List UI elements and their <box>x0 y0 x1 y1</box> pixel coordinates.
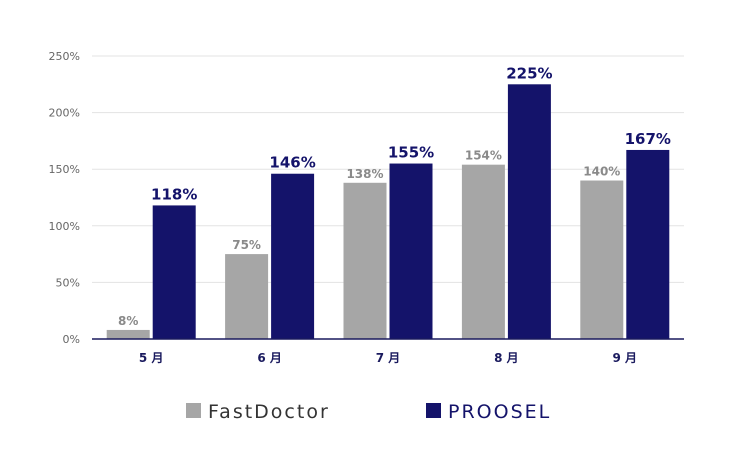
data-label-proosel: 167% <box>625 130 671 148</box>
bar-proosel <box>152 205 196 339</box>
x-tick-label: 6 月 <box>257 351 282 365</box>
data-label-proosel: 118% <box>151 185 197 203</box>
bar-fastdoctor <box>225 254 269 339</box>
legend-label-fastdoctor: FastDoctor <box>208 401 330 423</box>
x-tick-label: 8 月 <box>494 351 519 365</box>
y-tick-label: 100% <box>49 220 80 233</box>
data-label-fastdoctor: 140% <box>583 165 620 179</box>
y-axis-ticks: 0% 50% 100% 150% 200% 250% <box>49 50 80 346</box>
bar-proosel <box>389 163 433 339</box>
data-label-fastdoctor: 154% <box>465 149 502 163</box>
data-label-fastdoctor: 138% <box>346 167 383 181</box>
legend: FastDoctor PROOSEL <box>186 401 551 423</box>
legend-swatch-proosel <box>426 403 441 418</box>
legend-label-proosel: PROOSEL <box>448 401 551 423</box>
data-label-proosel: 225% <box>506 64 552 82</box>
x-tick-label: 5 月 <box>139 351 164 365</box>
y-tick-label: 200% <box>49 107 80 120</box>
bars <box>106 84 670 339</box>
bar-fastdoctor <box>461 164 505 339</box>
bar-fastdoctor <box>343 182 387 339</box>
x-tick-label: 7 月 <box>376 351 401 365</box>
bar-fastdoctor <box>106 329 150 339</box>
x-axis-ticks: 5 月 6 月 7 月 8 月 9 月 <box>139 351 637 365</box>
data-label-fastdoctor: 8% <box>118 314 138 328</box>
data-label-fastdoctor: 75% <box>232 238 261 252</box>
bar-proosel <box>271 173 315 339</box>
x-tick-label: 9 月 <box>613 351 638 365</box>
y-tick-label: 150% <box>49 163 80 176</box>
data-labels: 8% 118% 75% 146% 138% 155% 154% 225% 140% 167% <box>118 64 671 328</box>
y-tick-label: 250% <box>49 50 80 63</box>
data-label-proosel: 155% <box>388 144 434 162</box>
legend-swatch-fastdoctor <box>186 403 201 418</box>
bar-fastdoctor <box>580 180 624 339</box>
y-tick-label: 0% <box>63 333 80 346</box>
bar-proosel <box>507 84 551 339</box>
y-tick-label: 50% <box>56 276 80 289</box>
bar-proosel <box>626 149 670 339</box>
data-label-proosel: 146% <box>269 154 315 172</box>
